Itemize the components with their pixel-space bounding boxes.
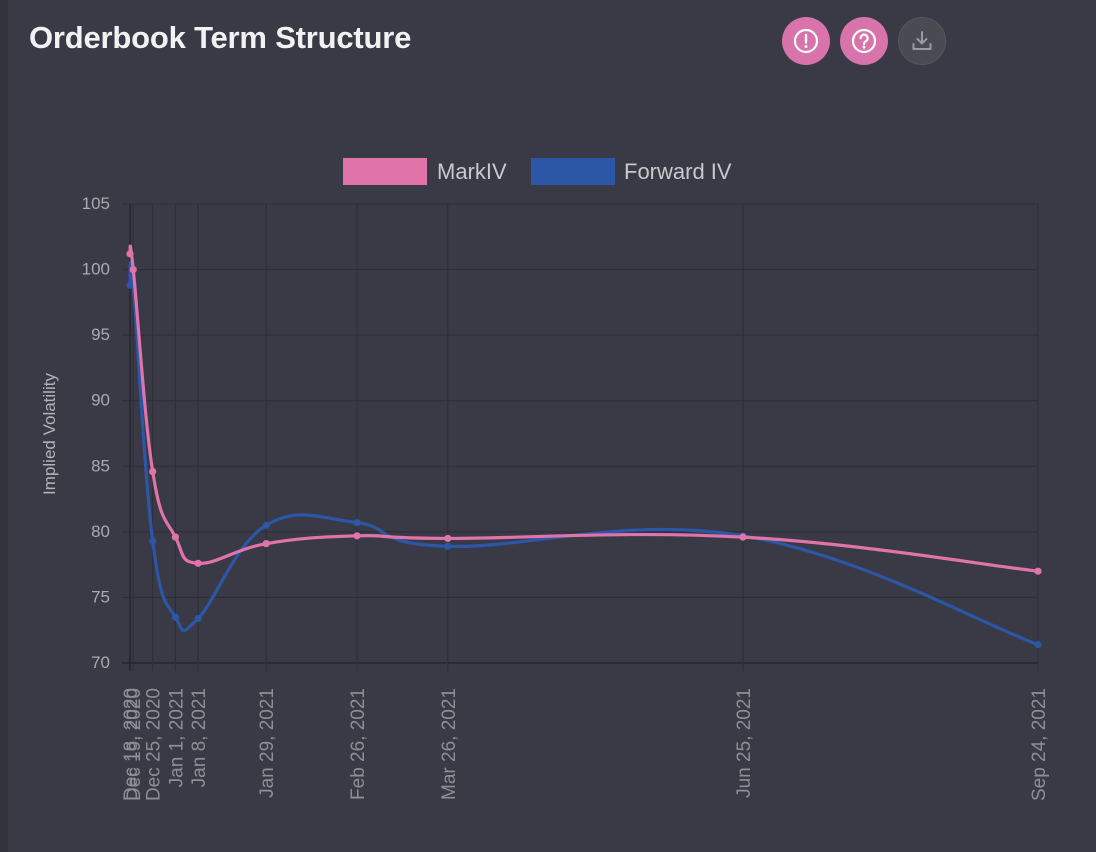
y-tick-label: 100 [82,260,110,279]
alert-circle-icon [793,28,819,54]
data-point [353,532,361,540]
x-tick-label: Sep 24, 2021 [1029,688,1050,801]
data-point [149,537,157,545]
x-tick-label: Jun 25, 2021 [734,688,755,798]
y-tick-label: 80 [91,522,110,541]
data-point [171,533,179,541]
y-tick-label: 105 [82,194,110,213]
x-tick-label: Dec 18, 2020 [121,688,142,801]
data-point [194,614,202,623]
legend-label: Forward IV [624,159,732,184]
page-title: Orderbook Term Structure [29,20,412,55]
data-point [262,540,270,548]
alert-button[interactable] [782,17,830,65]
help-button[interactable] [840,17,888,65]
data-point [444,542,452,550]
data-point [129,265,137,274]
data-point [444,534,452,543]
y-tick-label: 70 [91,653,110,672]
panel-edge [0,0,8,852]
y-tick-label: 95 [91,325,110,344]
data-point [1034,567,1042,575]
download-button[interactable] [898,17,946,65]
legend-swatch [531,158,615,185]
help-circle-icon [851,28,877,54]
data-point [194,559,202,567]
data-point [149,467,157,476]
data-point [262,521,270,529]
y-tick-label: 75 [91,587,110,606]
legend-swatch [343,158,427,185]
x-tick-label: Dec 19, 2020 [124,688,145,801]
x-tick-label: Feb 26, 2021 [348,688,369,800]
y-axis-title: Implied Volatility [40,373,59,495]
x-tick-label: Mar 26, 2021 [439,688,460,800]
x-tick-label: Jan 1, 2021 [166,688,187,787]
y-tick-label: 90 [91,391,110,410]
data-point [353,519,361,527]
data-point [126,250,134,258]
legend-label: MarkIV [437,159,507,184]
y-tick-label: 85 [91,456,110,475]
x-tick-label: Jan 29, 2021 [257,688,278,798]
data-point [739,533,747,541]
data-point [1034,641,1042,649]
data-point [171,613,179,621]
download-icon [912,31,932,50]
x-tick-label: Dec 25, 2020 [144,688,165,801]
x-tick-label: Jan 8, 2021 [189,688,210,787]
